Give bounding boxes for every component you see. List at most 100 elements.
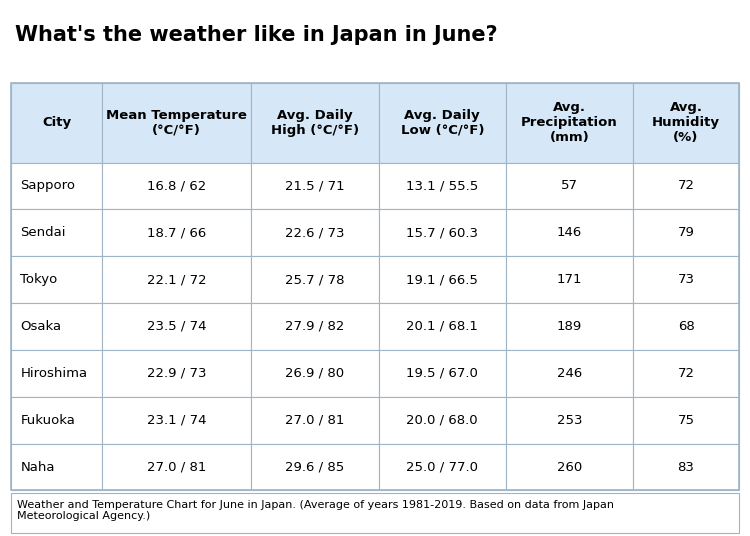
Bar	[379, 397, 506, 444]
Bar	[251, 162, 379, 210]
Text: 25.7 / 78: 25.7 / 78	[285, 273, 345, 286]
Bar	[102, 444, 251, 490]
Bar	[102, 210, 251, 256]
Text: 57: 57	[561, 180, 578, 192]
Text: 18.7 / 66: 18.7 / 66	[147, 226, 206, 239]
Text: Naha: Naha	[20, 460, 55, 473]
Text: 20.0 / 68.0: 20.0 / 68.0	[406, 414, 478, 427]
Bar	[633, 303, 739, 350]
Bar	[506, 210, 633, 256]
Text: 22.1 / 72: 22.1 / 72	[147, 273, 206, 286]
Text: 23.5 / 74: 23.5 / 74	[147, 320, 206, 333]
Bar	[102, 83, 251, 162]
Bar	[379, 350, 506, 397]
Bar	[633, 210, 739, 256]
Bar	[633, 83, 739, 162]
Bar	[506, 303, 633, 350]
Text: 29.6 / 85: 29.6 / 85	[285, 460, 344, 473]
Bar	[102, 256, 251, 303]
Text: 27.0 / 81: 27.0 / 81	[285, 414, 345, 427]
Bar	[11, 83, 102, 162]
Bar	[379, 210, 506, 256]
Bar	[11, 397, 102, 444]
Bar	[379, 83, 506, 162]
Bar	[379, 256, 506, 303]
Text: Tokyo: Tokyo	[20, 273, 58, 286]
Bar	[11, 256, 102, 303]
Text: 68: 68	[678, 320, 694, 333]
Text: 19.1 / 66.5: 19.1 / 66.5	[406, 273, 478, 286]
Bar	[251, 350, 379, 397]
Bar	[633, 397, 739, 444]
Text: Fukuoka: Fukuoka	[20, 414, 75, 427]
Text: Sendai: Sendai	[20, 226, 66, 239]
Bar	[506, 162, 633, 210]
Text: 27.9 / 82: 27.9 / 82	[285, 320, 345, 333]
Text: 16.8 / 62: 16.8 / 62	[147, 180, 206, 192]
Bar	[633, 350, 739, 397]
Bar	[11, 444, 102, 490]
Text: 15.7 / 60.3: 15.7 / 60.3	[406, 226, 478, 239]
Bar	[11, 350, 102, 397]
Bar	[102, 397, 251, 444]
Text: 22.6 / 73: 22.6 / 73	[285, 226, 345, 239]
Text: 246: 246	[557, 367, 582, 380]
Bar	[11, 162, 102, 210]
Bar	[506, 256, 633, 303]
Bar	[379, 303, 506, 350]
Text: 171: 171	[556, 273, 582, 286]
Text: Mean Temperature
(°C/°F): Mean Temperature (°C/°F)	[106, 109, 248, 137]
Bar	[102, 350, 251, 397]
Text: Avg.
Humidity
(%): Avg. Humidity (%)	[652, 101, 720, 144]
Text: Avg.
Precipitation
(mm): Avg. Precipitation (mm)	[521, 101, 618, 144]
Bar	[251, 256, 379, 303]
Text: 13.1 / 55.5: 13.1 / 55.5	[406, 180, 478, 192]
Bar	[251, 210, 379, 256]
Text: Weather and Temperature Chart for June in Japan. (Average of years 1981-2019. Ba: Weather and Temperature Chart for June i…	[17, 500, 614, 522]
Text: 23.1 / 74: 23.1 / 74	[147, 414, 206, 427]
Bar	[506, 397, 633, 444]
Text: 79: 79	[677, 226, 694, 239]
Bar	[379, 162, 506, 210]
Text: Osaka: Osaka	[20, 320, 62, 333]
Text: 260: 260	[557, 460, 582, 473]
Text: 19.5 / 67.0: 19.5 / 67.0	[406, 367, 478, 380]
Bar	[11, 210, 102, 256]
Text: 146: 146	[557, 226, 582, 239]
Bar	[506, 83, 633, 162]
Bar	[251, 83, 379, 162]
Text: Sapporo: Sapporo	[20, 180, 75, 192]
Bar	[11, 303, 102, 350]
Text: 21.5 / 71: 21.5 / 71	[285, 180, 345, 192]
Bar	[633, 444, 739, 490]
Bar	[102, 162, 251, 210]
Text: 72: 72	[677, 367, 694, 380]
Bar	[633, 256, 739, 303]
Text: 25.0 / 77.0: 25.0 / 77.0	[406, 460, 478, 473]
Text: Avg. Daily
High (°C/°F): Avg. Daily High (°C/°F)	[271, 109, 359, 137]
Text: What's the weather like in Japan in June?: What's the weather like in Japan in June…	[15, 25, 498, 45]
Bar	[102, 303, 251, 350]
Text: 27.0 / 81: 27.0 / 81	[147, 460, 206, 473]
Bar	[11, 493, 739, 533]
Text: 72: 72	[677, 180, 694, 192]
Text: 20.1 / 68.1: 20.1 / 68.1	[406, 320, 478, 333]
Text: 253: 253	[556, 414, 582, 427]
Bar	[251, 303, 379, 350]
Bar	[506, 350, 633, 397]
Bar	[251, 397, 379, 444]
Bar	[506, 444, 633, 490]
Text: City: City	[42, 116, 71, 129]
Text: 22.9 / 73: 22.9 / 73	[147, 367, 206, 380]
Bar	[251, 444, 379, 490]
Bar	[11, 83, 739, 490]
Bar	[379, 444, 506, 490]
Text: Hiroshima: Hiroshima	[20, 367, 87, 380]
Text: 26.9 / 80: 26.9 / 80	[286, 367, 344, 380]
Text: Avg. Daily
Low (°C/°F): Avg. Daily Low (°C/°F)	[400, 109, 484, 137]
Text: 189: 189	[557, 320, 582, 333]
Bar	[633, 162, 739, 210]
Text: 83: 83	[677, 460, 694, 473]
Text: 75: 75	[677, 414, 694, 427]
Text: 73: 73	[677, 273, 694, 286]
